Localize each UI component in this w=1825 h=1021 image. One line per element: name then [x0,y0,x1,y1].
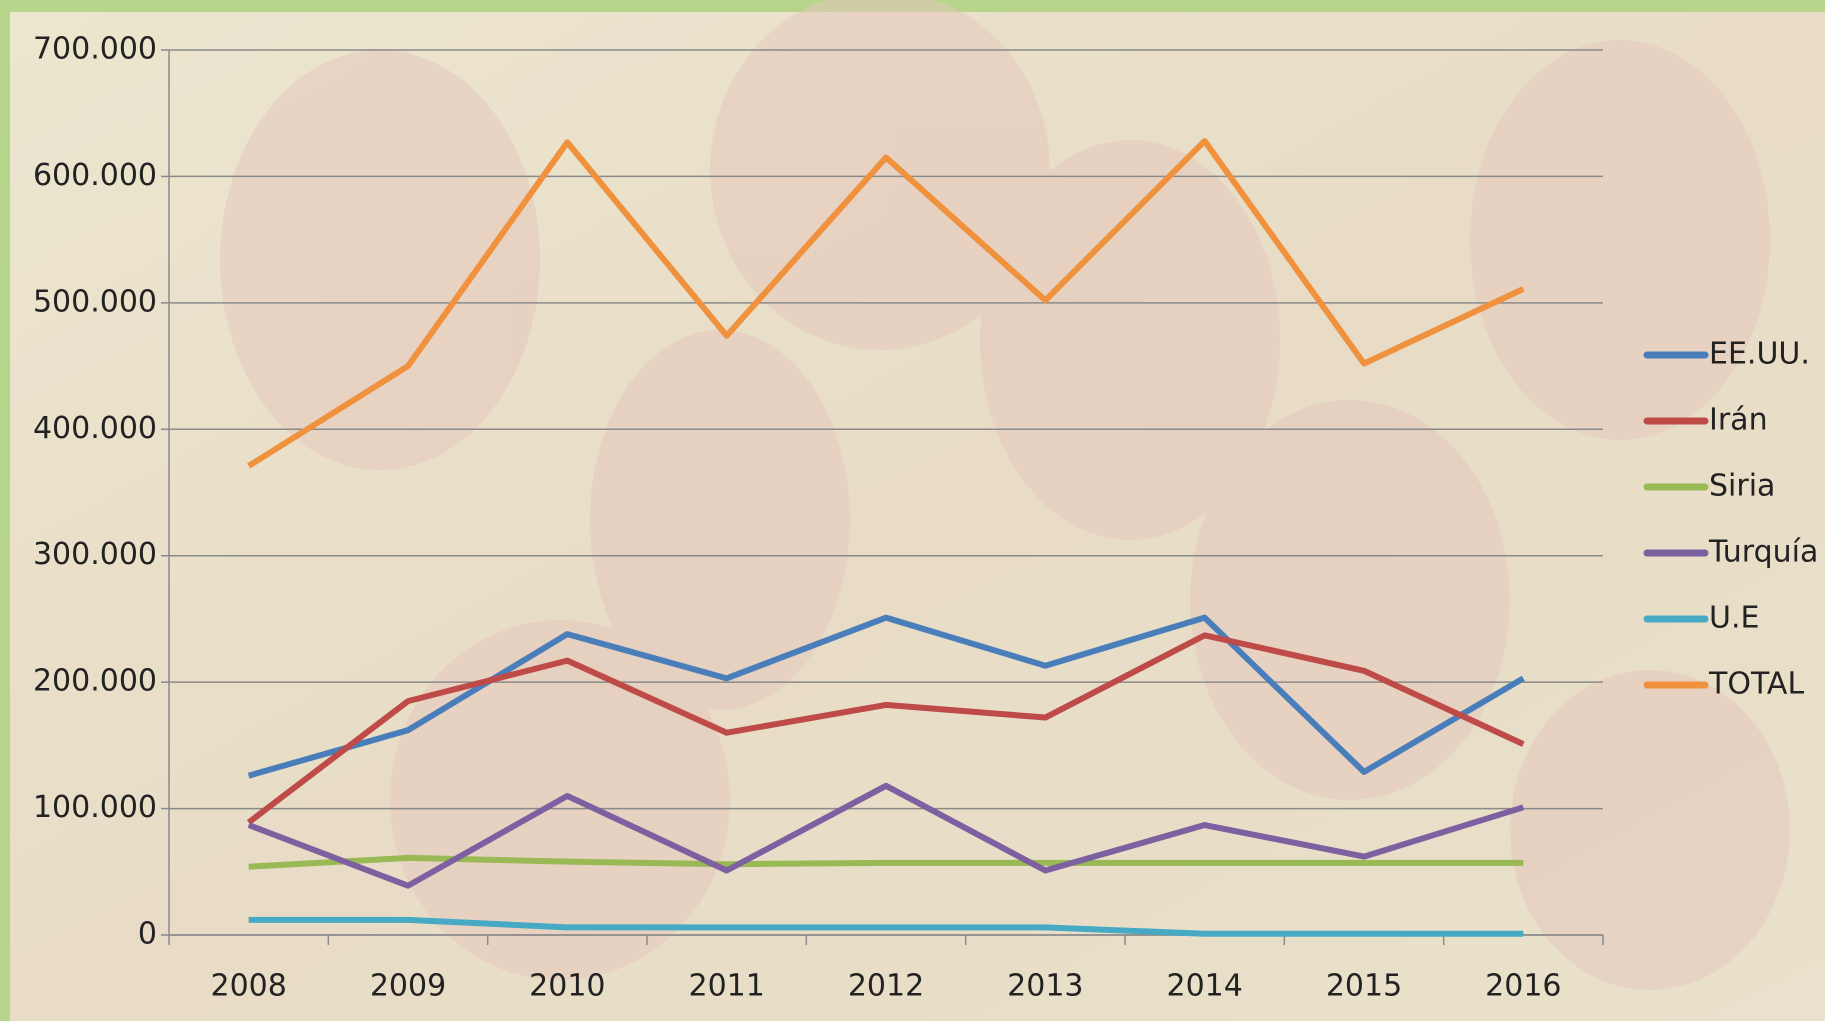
x-tick-label: 2014 [1166,969,1242,1004]
y-tick-label: 200.000 [33,664,157,699]
legend-label: U.E [1709,601,1759,636]
x-tick-label: 2016 [1485,969,1561,1004]
y-tick-label: 100.000 [33,790,157,825]
x-tick-label: 2009 [370,969,446,1004]
x-tick-label: 2008 [210,969,286,1004]
legend-label: Siria [1709,469,1775,504]
y-tick-label: 700.000 [33,32,157,67]
y-tick-label: 0 [138,917,157,952]
x-tick-label: 2012 [848,969,924,1004]
x-tick-label: 2015 [1326,969,1402,1004]
y-tick-label: 400.000 [33,411,157,446]
y-tick-label: 300.000 [33,537,157,572]
line-series [247,782,1525,889]
line-series [247,614,1525,779]
legend-label: Turquía [1708,535,1818,570]
y-tick-label: 500.000 [33,284,157,319]
line-series [246,632,1525,825]
x-tick-label: 2010 [529,969,605,1004]
legend-label: EE.UU. [1709,337,1810,372]
y-tick-label: 600.000 [33,158,157,193]
x-tick-label: 2013 [1007,969,1083,1004]
legend-label: TOTAL [1708,667,1804,702]
x-tick-label: 2011 [688,969,764,1004]
decor [220,0,1790,990]
line-series [247,138,1525,469]
legend-label: Irán [1709,403,1768,438]
line-series [248,916,1524,937]
